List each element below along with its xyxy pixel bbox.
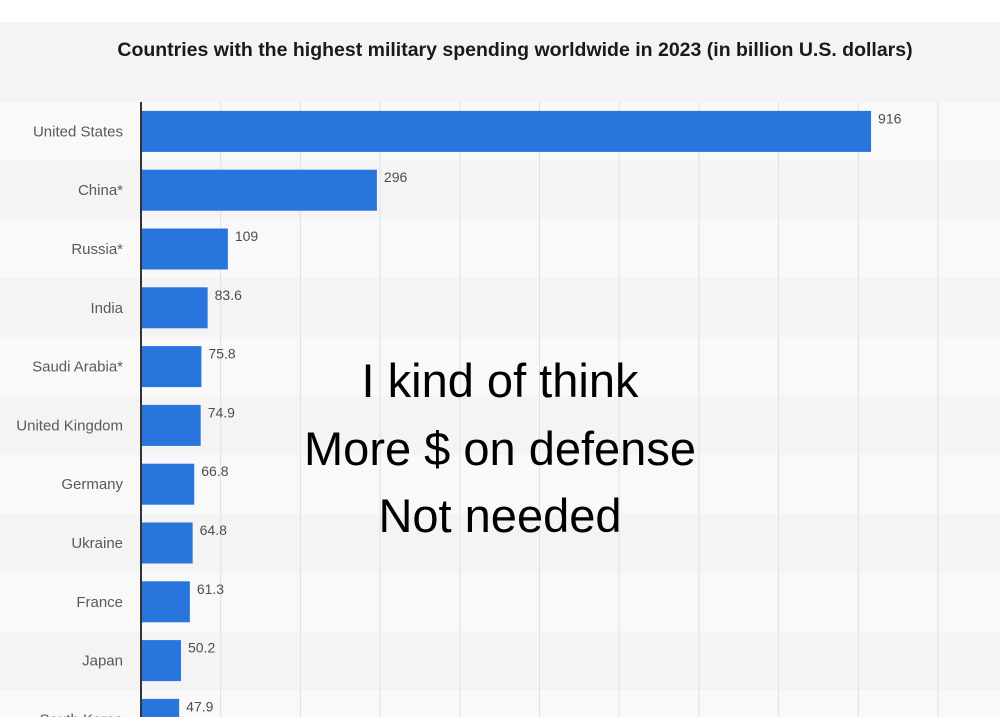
- bar: [141, 698, 180, 717]
- category-label: Saudi Arabia*: [32, 359, 123, 376]
- bar: [141, 522, 193, 564]
- bar: [141, 287, 208, 329]
- overlay-comment: I kind of think More $ on defense Not need…: [304, 354, 696, 542]
- value-label: 61.3: [197, 581, 224, 597]
- bars: United States 916 China* 296 Russia* 109 India…: [16, 110, 902, 717]
- value-label: 75.8: [208, 346, 235, 362]
- value-label: 47.9: [186, 698, 213, 714]
- overlay-line: I kind of think: [362, 354, 639, 407]
- value-label: 66.8: [201, 463, 228, 479]
- value-label: 916: [878, 110, 902, 126]
- category-label: China*: [78, 182, 123, 199]
- value-label: 109: [235, 228, 259, 244]
- value-label: 50.2: [188, 640, 215, 656]
- bar: [141, 346, 202, 388]
- value-label: 296: [384, 169, 408, 185]
- value-label: 83.6: [215, 287, 242, 303]
- category-label: United States: [33, 123, 123, 140]
- bar: [141, 640, 182, 682]
- bar: [141, 463, 195, 505]
- overlay-line: Not needed: [378, 489, 621, 542]
- bar: [141, 581, 190, 623]
- bar: [141, 169, 377, 211]
- overlay-line: More $ on defense: [304, 422, 696, 475]
- bar: [141, 404, 201, 446]
- category-label: Germany: [61, 476, 123, 493]
- value-label: 74.9: [208, 404, 235, 420]
- bar: [141, 228, 228, 270]
- chart-frame: Countries with the highest military spen…: [0, 22, 1000, 717]
- value-label: 64.8: [200, 522, 227, 538]
- category-label: South Korea: [40, 711, 124, 717]
- chart-title: Countries with the highest military spen…: [117, 39, 912, 61]
- category-label: France: [76, 594, 123, 611]
- category-label: Russia*: [71, 241, 123, 258]
- category-label: United Kingdom: [16, 417, 123, 434]
- bar: [141, 110, 872, 152]
- bar-chart: Countries with the highest military spen…: [0, 39, 1000, 717]
- category-label: Ukraine: [71, 535, 123, 552]
- category-label: India: [90, 300, 123, 317]
- category-label: Japan: [82, 653, 123, 670]
